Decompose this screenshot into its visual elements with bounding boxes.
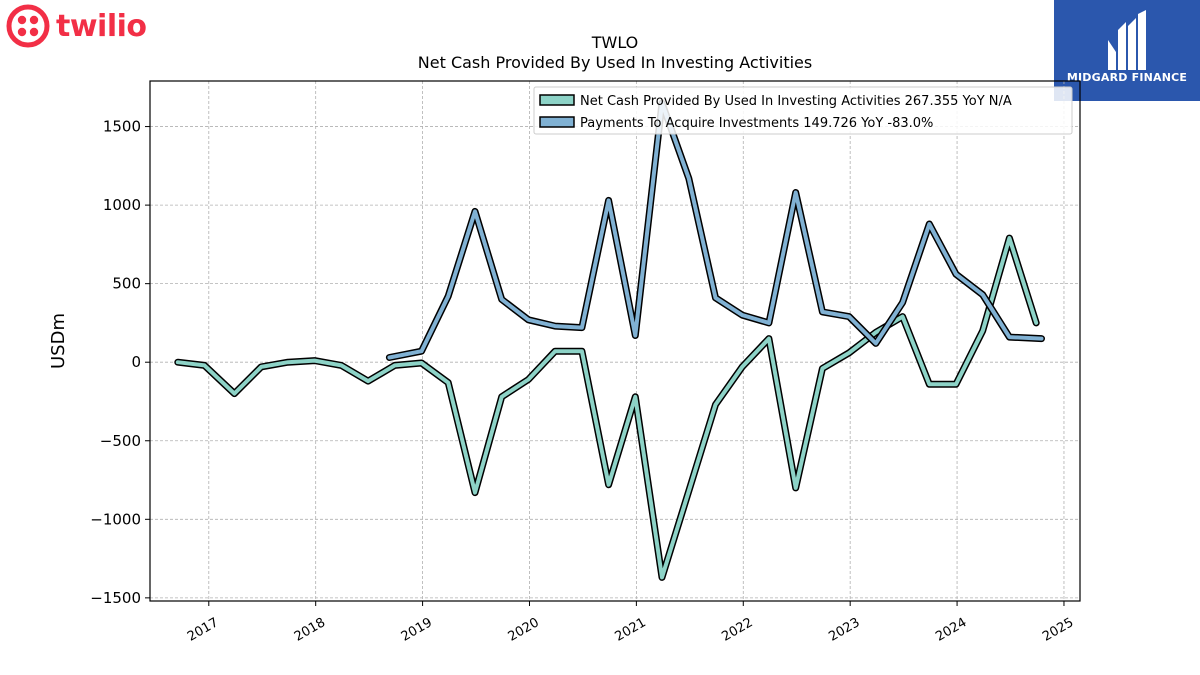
x-tick-label: 2018 <box>292 615 328 645</box>
x-tick-label: 2025 <box>1040 615 1076 645</box>
y-tick-label: −1000 <box>90 510 141 528</box>
series-line-outline <box>385 99 1045 361</box>
x-tick-label: 2019 <box>399 615 435 645</box>
x-tick-label: 2017 <box>185 615 221 645</box>
legend-label: Net Cash Provided By Used In Investing A… <box>580 94 1012 109</box>
twilio-logo: twilio <box>6 4 147 48</box>
chart-title: TWLO <box>591 33 639 52</box>
legend-swatch <box>539 94 575 106</box>
legend-box <box>533 86 1073 135</box>
x-tick-label: 2021 <box>613 615 649 645</box>
plot-frame <box>149 80 1081 602</box>
x-axis: 2017 2018 2019 2020 2021 2022 2023 2024 2025 <box>185 601 1076 645</box>
y-axis-label: USDm <box>48 313 69 369</box>
midgard-logo-text: MIDGARD FINANCE <box>1066 71 1188 84</box>
midgard-logo-icon <box>1054 0 1200 101</box>
y-tick-label: −500 <box>100 432 141 450</box>
y-tick-label: 1000 <box>103 196 141 214</box>
series-line <box>387 101 1044 360</box>
legend-swatch <box>539 116 575 128</box>
legend: Net Cash Provided By Used In Investing A… <box>533 86 1073 135</box>
twilio-logo-text: twilio <box>56 8 147 44</box>
y-tick-label: −1500 <box>90 589 141 607</box>
legend-label: Payments To Acquire Investments 149.726 … <box>580 116 933 131</box>
y-axis: −1500 −1000 −500 0 500 1000 1500 <box>90 118 150 607</box>
y-tick-label: 1500 <box>103 118 141 136</box>
x-tick-label: 2022 <box>719 615 755 645</box>
series-lines <box>174 99 1045 581</box>
x-tick-label: 2023 <box>826 615 862 645</box>
chart-subtitle: Net Cash Provided By Used In Investing A… <box>418 53 812 72</box>
twilio-logo-icon <box>6 4 50 48</box>
y-tick-label: 0 <box>131 353 141 371</box>
midgard-finance-logo: MIDGARD FINANCE <box>1054 0 1200 101</box>
x-tick-label: 2020 <box>506 615 542 645</box>
y-tick-label: 500 <box>112 275 141 293</box>
grid <box>150 81 1080 601</box>
x-tick-label: 2024 <box>933 615 969 645</box>
